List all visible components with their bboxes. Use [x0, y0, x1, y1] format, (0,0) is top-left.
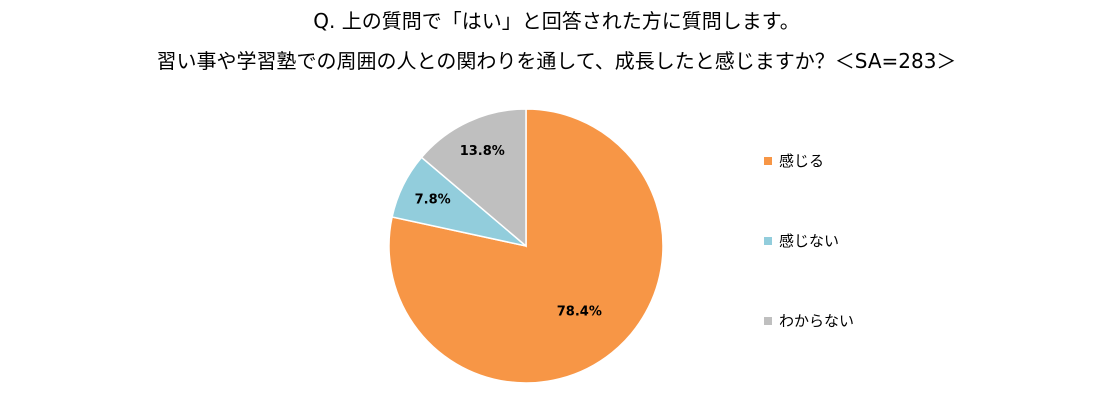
legend-swatch-1 — [764, 157, 772, 165]
legend-swatch-2 — [764, 237, 772, 245]
chart-title-line-1: Q. 上の質問で「はい」と回答された方に質問します。 — [313, 9, 800, 33]
pie-slice-1 — [388, 108, 664, 384]
legend-label-2: 感じない — [779, 232, 839, 250]
legend-swatch-3 — [764, 317, 772, 325]
legend-label-3: わからない — [779, 312, 854, 330]
chart-title-line-2: 習い事や学習塾での周囲の人との関わりを通して、成長したと感じますか？＜SA=28… — [156, 49, 957, 73]
pie-slice-3 — [420, 108, 527, 248]
slice-data-label-2: 7.8% — [415, 192, 451, 207]
slice-data-label-1: 78.4% — [557, 305, 602, 320]
slice-data-label-3: 13.8% — [460, 144, 505, 159]
legend-label-1: 感じる — [779, 152, 824, 170]
pie-slices — [388, 108, 664, 384]
pie-slice-labels: 78.4% 7.8% 13.8% — [415, 144, 602, 320]
